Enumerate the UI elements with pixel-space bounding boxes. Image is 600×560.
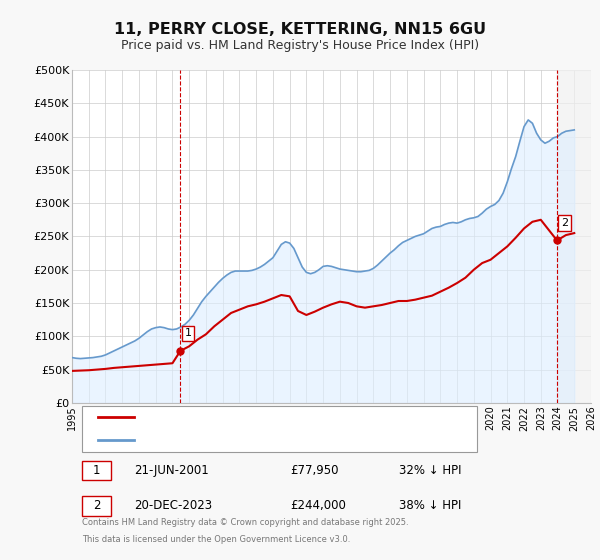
Text: 11, PERRY CLOSE, KETTERING, NN15 6GU (detached house): 11, PERRY CLOSE, KETTERING, NN15 6GU (de… xyxy=(145,412,455,422)
Text: 1: 1 xyxy=(92,464,100,477)
Text: Contains HM Land Registry data © Crown copyright and database right 2025.: Contains HM Land Registry data © Crown c… xyxy=(82,518,409,527)
Text: This data is licensed under the Open Government Licence v3.0.: This data is licensed under the Open Gov… xyxy=(82,535,351,544)
FancyBboxPatch shape xyxy=(82,406,477,452)
Text: 32% ↓ HPI: 32% ↓ HPI xyxy=(399,464,461,477)
FancyBboxPatch shape xyxy=(82,496,111,516)
Text: £244,000: £244,000 xyxy=(290,500,346,512)
Text: 2: 2 xyxy=(92,500,100,512)
Text: 1: 1 xyxy=(185,328,191,338)
Text: HPI: Average price, detached house, North Northamptonshire: HPI: Average price, detached house, Nort… xyxy=(145,435,465,445)
Text: Price paid vs. HM Land Registry's House Price Index (HPI): Price paid vs. HM Land Registry's House … xyxy=(121,39,479,52)
Text: 21-JUN-2001: 21-JUN-2001 xyxy=(134,464,209,477)
Text: 38% ↓ HPI: 38% ↓ HPI xyxy=(399,500,461,512)
Text: 11, PERRY CLOSE, KETTERING, NN15 6GU: 11, PERRY CLOSE, KETTERING, NN15 6GU xyxy=(114,22,486,38)
Text: £77,950: £77,950 xyxy=(290,464,338,477)
FancyBboxPatch shape xyxy=(82,461,111,480)
Text: 20-DEC-2023: 20-DEC-2023 xyxy=(134,500,212,512)
Text: 2: 2 xyxy=(561,218,568,228)
Bar xyxy=(557,70,591,403)
